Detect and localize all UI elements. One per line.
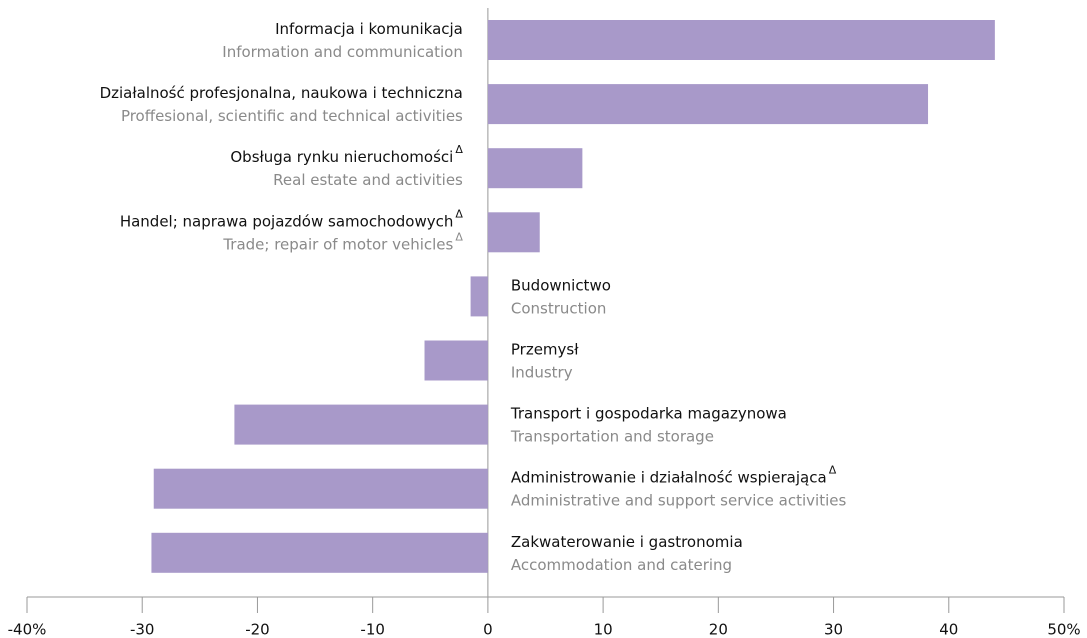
category-label-en-text: Information and communication xyxy=(222,43,463,61)
bar xyxy=(153,468,488,509)
category-label-text: Handel; naprawa pojazdów samochodowych xyxy=(120,212,454,230)
category-label-en: Transportation and storage xyxy=(510,427,714,445)
category-label-en: Construction xyxy=(511,299,607,317)
x-tick-label: 50% xyxy=(1047,621,1080,638)
x-tick-label: -40% xyxy=(8,621,47,638)
delta-marker: Δ xyxy=(455,230,463,243)
x-tick-label: -20 xyxy=(245,621,270,638)
delta-marker: Δ xyxy=(455,143,463,156)
category-label-en-text: Administrative and support service activ… xyxy=(511,491,847,509)
category-label-en-text: Transportation and storage xyxy=(510,427,714,445)
x-tick-label: -10 xyxy=(360,621,385,638)
bar xyxy=(487,84,929,125)
x-tick-label: 30 xyxy=(824,621,843,638)
category-label-text: Obsługa rynku nieruchomości xyxy=(230,148,453,166)
x-tick-label: 10 xyxy=(594,621,613,638)
category-label: Działalność profesjonalna, naukowa i tec… xyxy=(100,84,463,102)
category-label-en-text: Construction xyxy=(511,299,607,317)
category-label: Transport i gospodarka magazynowa xyxy=(510,404,787,422)
category-label: Przemysł xyxy=(511,340,579,358)
category-label: Administrowanie i działalność wspierając… xyxy=(511,464,837,487)
bar xyxy=(470,276,488,317)
category-label: Budownictwo xyxy=(511,276,611,294)
delta-marker: Δ xyxy=(829,464,837,477)
bar xyxy=(487,148,583,189)
bar xyxy=(487,20,995,60)
x-tick-label: -30 xyxy=(130,621,155,638)
category-label: Obsługa rynku nieruchomości Δ xyxy=(230,143,463,166)
category-label-text: Administrowanie i działalność wspierając… xyxy=(511,468,827,486)
category-label-en: Proffesional, scientific and technical a… xyxy=(121,107,463,125)
category-label-en: Real estate and activities xyxy=(273,171,463,189)
bar xyxy=(424,340,488,381)
x-tick-label: 40 xyxy=(939,621,958,638)
category-label-text: Transport i gospodarka magazynowa xyxy=(510,404,787,422)
category-label-text: Zakwaterowanie i gastronomia xyxy=(511,532,743,550)
category-label: Zakwaterowanie i gastronomia xyxy=(511,532,743,550)
category-label-en-text: Real estate and activities xyxy=(273,171,463,189)
delta-marker: Δ xyxy=(455,207,463,220)
category-label: Informacja i komunikacja xyxy=(275,20,463,38)
category-label: Handel; naprawa pojazdów samochodowych Δ xyxy=(120,207,464,230)
category-label-text: Budownictwo xyxy=(511,276,611,294)
x-tick-label: 0 xyxy=(483,621,493,638)
category-label-en-text: Accommodation and catering xyxy=(511,555,732,573)
category-label-en-text: Trade; repair of motor vehicles xyxy=(222,235,453,253)
x-tick-label: 20 xyxy=(709,621,728,638)
bar xyxy=(487,212,540,253)
category-label-text: Działalność profesjonalna, naukowa i tec… xyxy=(100,84,463,102)
category-label-en: Accommodation and catering xyxy=(511,555,732,573)
category-label-en: Administrative and support service activ… xyxy=(511,491,847,509)
category-label-en-text: Proffesional, scientific and technical a… xyxy=(121,107,463,125)
category-label-en: Information and communication xyxy=(222,43,463,61)
bar xyxy=(151,532,488,573)
bar xyxy=(234,404,488,445)
category-label-text: Przemysł xyxy=(511,340,579,358)
category-label-en: Trade; repair of motor vehicles Δ xyxy=(222,230,463,253)
category-label-en: Industry xyxy=(511,363,573,381)
category-label-text: Informacja i komunikacja xyxy=(275,20,463,38)
category-label-en-text: Industry xyxy=(511,363,573,381)
